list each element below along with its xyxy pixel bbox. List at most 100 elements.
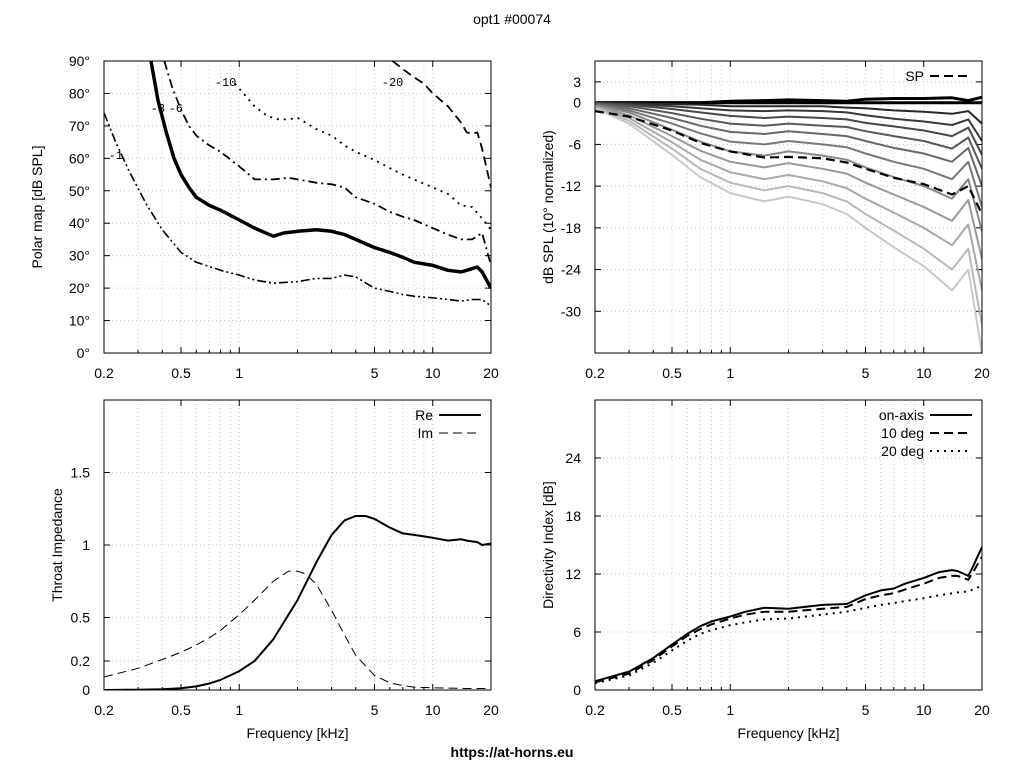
x-tick-label: 0.2 (94, 365, 114, 381)
y-tick-label: 40° (69, 215, 90, 231)
y-tick-label: 24 (565, 450, 581, 466)
legend-label: Im (417, 425, 433, 441)
plot-frame (103, 60, 492, 354)
y-tick-label: 20° (69, 280, 90, 296)
series-line-10 (234, 83, 491, 231)
series-line-angle-30 (595, 101, 982, 142)
x-tick-label: 1 (235, 365, 243, 381)
x-tick-label: 5 (371, 702, 379, 718)
x-tick-label: 10 (916, 702, 932, 718)
y-axis-label: Directivity Index [dB] (540, 481, 556, 609)
y-tick-label: 0.2 (71, 653, 91, 669)
x-tick-label: 0.2 (94, 702, 114, 718)
y-tick-label: 6 (573, 624, 581, 640)
x-tick-label: 1 (726, 365, 734, 381)
series-line-re (104, 515, 491, 690)
figure-title: opt1 #00074 (473, 11, 551, 27)
y-tick-label: 0 (573, 95, 581, 111)
y-tick-label: -30 (561, 303, 581, 319)
series-line-im (104, 570, 491, 689)
x-axis-label: Frequency [kHz] (738, 725, 840, 741)
legend-label: 10 deg (881, 425, 924, 441)
y-tick-label: 0 (82, 682, 90, 698)
x-tick-label: 0.5 (662, 702, 682, 718)
series-line-angle-40 (595, 102, 982, 156)
y-tick-label: 60° (69, 150, 90, 166)
y-tick-label: 10° (69, 313, 90, 329)
y-tick-label: 90° (69, 53, 90, 69)
y-tick-label: -12 (561, 178, 581, 194)
x-tick-label: 5 (862, 702, 870, 718)
x-tick-label: 10 (425, 365, 441, 381)
series-line-angle-50 (595, 102, 982, 170)
series-line-angle-60 (595, 103, 982, 187)
series-line-angle-100 (595, 105, 982, 291)
legend-label: on-axis (879, 407, 924, 423)
contour-label: -20 (382, 76, 404, 90)
contour-label: -3 (151, 102, 165, 116)
legend: Re Im (415, 407, 481, 441)
plot-area (595, 546, 982, 685)
panel-polar: 0.2 0.5 1 5 10 20 0° 10° 20° 30° 40° 50° 60° 70° 80° 90… (29, 53, 499, 381)
series-line-angle-110 (595, 106, 982, 326)
y-axis-label: dB SPL (10° normalized) (540, 130, 556, 284)
y-tick-label: 70° (69, 118, 90, 134)
series-line-angle-70 (595, 103, 982, 208)
plot-area (104, 61, 491, 307)
x-axis-label: Frequency [kHz] (247, 725, 349, 741)
y-tick-label: 1 (82, 537, 90, 553)
series-line-angle-90 (595, 105, 982, 260)
plot-area (104, 515, 491, 690)
series-line-sp (595, 110, 982, 215)
y-tick-label: 0.5 (71, 610, 91, 626)
plot-frame (594, 399, 983, 691)
contour-label: -10 (215, 76, 237, 90)
y-tick-label: -24 (561, 262, 581, 278)
y-tick-label: 3 (573, 74, 581, 90)
contour-label: -6 (169, 102, 183, 116)
y-tick-label: 18 (565, 508, 581, 524)
x-tick-label: 1 (235, 702, 243, 718)
series-line-6 (163, 61, 491, 266)
x-tick-label: 0.2 (585, 702, 605, 718)
plot-frame (103, 399, 492, 691)
series-line-angle-120 (595, 107, 982, 353)
x-tick-label: 20 (483, 702, 499, 718)
y-tick-label: -6 (569, 136, 582, 152)
x-tick-label: 1 (726, 702, 734, 718)
legend-label: SP (905, 68, 924, 84)
plot-area (595, 95, 982, 353)
legend: on-axis 10 deg 20 deg (879, 407, 972, 459)
y-tick-label: 30° (69, 248, 90, 264)
y-tick-label: 12 (565, 566, 581, 582)
y-axis-label: Throat Impedance (49, 488, 65, 602)
x-tick-label: 20 (974, 365, 990, 381)
series-line-on-axis (595, 546, 982, 683)
y-tick-label: -18 (561, 220, 581, 236)
legend: SP (905, 68, 972, 84)
series-line-angle-20 (595, 101, 982, 125)
x-tick-label: 20 (483, 365, 499, 381)
x-tick-label: 0.5 (171, 365, 191, 381)
x-tick-label: 10 (425, 702, 441, 718)
y-tick-label: 80° (69, 85, 90, 101)
x-tick-label: 0.5 (662, 365, 682, 381)
y-axis-label: Polar map [dB SPL] (29, 146, 45, 269)
x-tick-label: 5 (371, 365, 379, 381)
series-line-1 (104, 112, 491, 307)
series-line-10-deg (595, 556, 982, 684)
x-tick-label: 20 (974, 702, 990, 718)
x-tick-label: 0.5 (171, 702, 191, 718)
x-tick-label: 5 (862, 365, 870, 381)
y-tick-label: 0° (77, 345, 90, 361)
series-line-20 (392, 61, 491, 188)
y-tick-label: 50° (69, 183, 90, 199)
y-tick-label: 1.5 (71, 465, 91, 481)
footer-url: https://at-horns.eu (451, 744, 574, 760)
x-tick-label: 10 (916, 365, 932, 381)
plot-panels: 0.2 0.5 1 5 10 200°10°20°30°40°50°60°70°80°90… (29, 53, 990, 741)
y-tick-label: 0 (573, 682, 581, 698)
x-tick-label: 0.2 (585, 365, 605, 381)
